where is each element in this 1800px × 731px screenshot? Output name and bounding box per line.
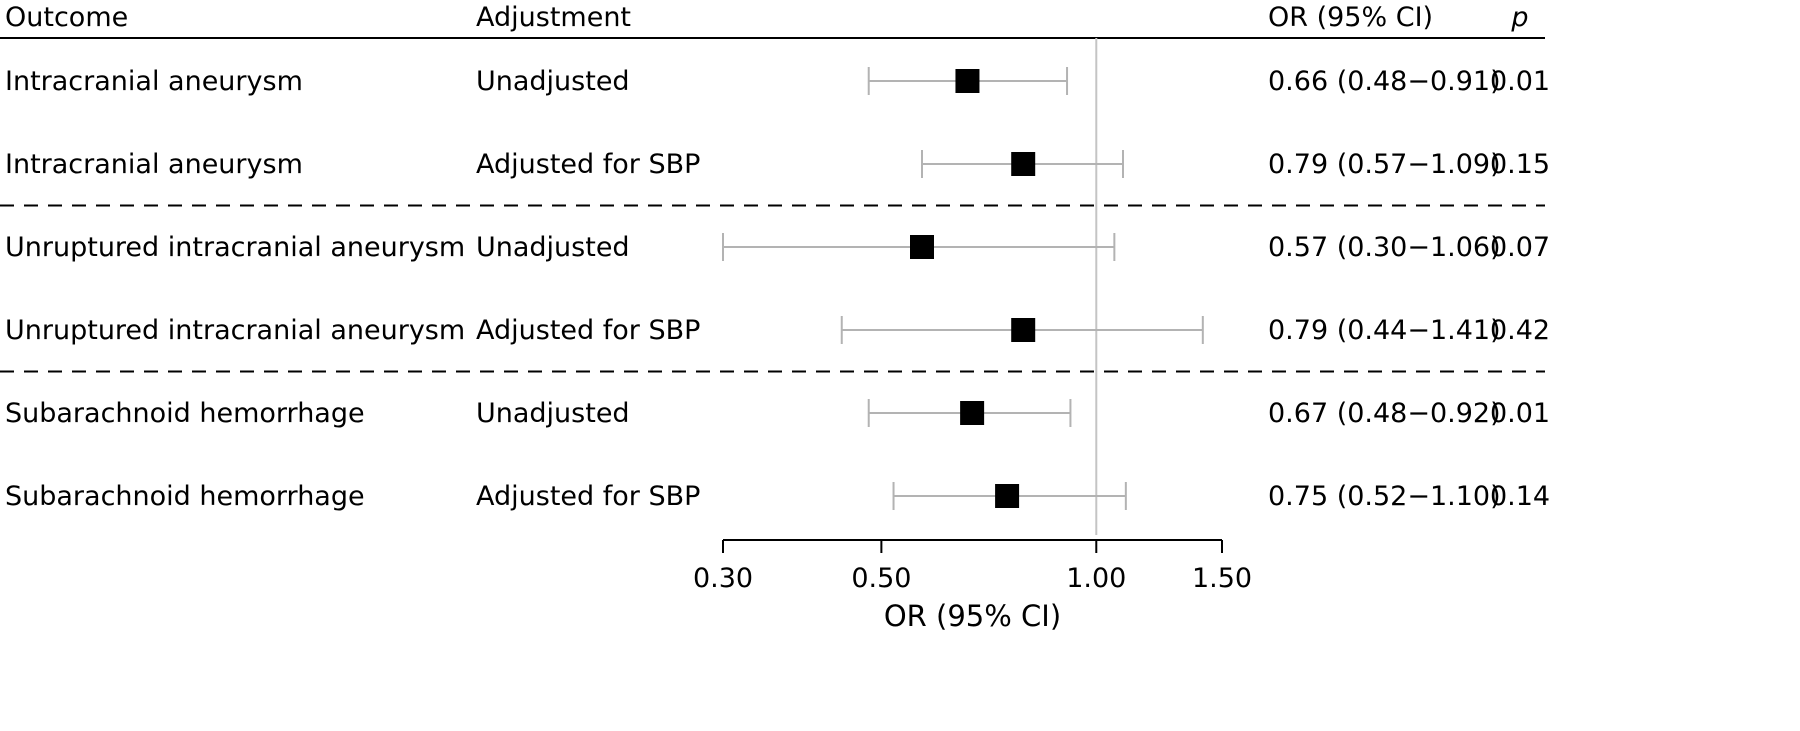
- row-or-ci-text: 0.79 (0.57−1.09): [1268, 149, 1501, 180]
- x-tick-label: 1.50: [1192, 563, 1252, 594]
- row-or-ci-text: 0.57 (0.30−1.06): [1268, 232, 1501, 263]
- row-adjustment-label: Unadjusted: [476, 232, 630, 263]
- header-outcome: Outcome: [5, 2, 128, 33]
- x-axis-title: OR (95% CI): [884, 599, 1061, 633]
- row-adjustment-label: Unadjusted: [476, 66, 630, 97]
- row-p-value: 0.07: [1490, 232, 1550, 263]
- row-adjustment-label: Adjusted for SBP: [476, 481, 700, 512]
- x-tick-label: 0.50: [851, 563, 911, 594]
- row-p-value: 0.14: [1490, 481, 1550, 512]
- row-outcome-label: Unruptured intracranial aneurysm: [5, 232, 465, 263]
- or-point-marker: [1011, 152, 1036, 176]
- x-tick-label: 0.30: [693, 563, 753, 594]
- row-outcome-label: Intracranial aneurysm: [5, 149, 303, 180]
- or-point-marker: [910, 235, 935, 259]
- row-p-value: 0.01: [1490, 66, 1550, 97]
- or-point-marker: [995, 484, 1020, 508]
- row-outcome-label: Subarachnoid hemorrhage: [5, 481, 365, 512]
- row-p-value: 0.15: [1490, 149, 1550, 180]
- x-axis: 0.30 0.50 1.00 1.50 OR (95% CI): [693, 539, 1252, 633]
- or-point-marker: [960, 401, 985, 425]
- row-adjustment-label: Unadjusted: [476, 398, 630, 429]
- row-or-ci-text: 0.67 (0.48−0.92): [1268, 398, 1501, 429]
- or-point-marker: [955, 69, 980, 93]
- rows-layer: Intracranial aneurysm Unadjusted 0.66 (0.4…: [5, 66, 1550, 512]
- forest-row: Unruptured intracranial aneurysm Adjusted…: [5, 315, 1550, 346]
- row-outcome-label: Unruptured intracranial aneurysm: [5, 315, 465, 346]
- group-separators: [0, 204, 1545, 373]
- forest-row: Unruptured intracranial aneurysm Unadjust…: [5, 232, 1550, 263]
- forest-row: Intracranial aneurysm Adjusted for SBP 0.7…: [5, 149, 1550, 180]
- forest-row: Intracranial aneurysm Unadjusted 0.66 (0.4…: [5, 66, 1550, 97]
- header-adjustment: Adjustment: [476, 2, 631, 33]
- row-adjustment-label: Adjusted for SBP: [476, 149, 700, 180]
- header-or-ci: OR (95% CI): [1268, 2, 1433, 33]
- row-or-ci-text: 0.66 (0.48−0.91): [1268, 66, 1501, 97]
- row-outcome-label: Intracranial aneurysm: [5, 66, 303, 97]
- x-tick-label: 1.00: [1066, 563, 1126, 594]
- row-or-ci-text: 0.79 (0.44−1.41): [1268, 315, 1501, 346]
- row-adjustment-label: Adjusted for SBP: [476, 315, 700, 346]
- row-or-ci-text: 0.75 (0.52−1.10): [1268, 481, 1501, 512]
- row-outcome-label: Subarachnoid hemorrhage: [5, 398, 365, 429]
- header-p: p: [1510, 2, 1528, 33]
- row-p-value: 0.42: [1490, 315, 1550, 346]
- forest-row: Subarachnoid hemorrhage Unadjusted 0.67 (0…: [5, 398, 1550, 429]
- or-point-marker: [1011, 318, 1036, 342]
- forest-row: Subarachnoid hemorrhage Adjusted for SBP 0…: [5, 481, 1550, 512]
- row-p-value: 0.01: [1490, 398, 1550, 429]
